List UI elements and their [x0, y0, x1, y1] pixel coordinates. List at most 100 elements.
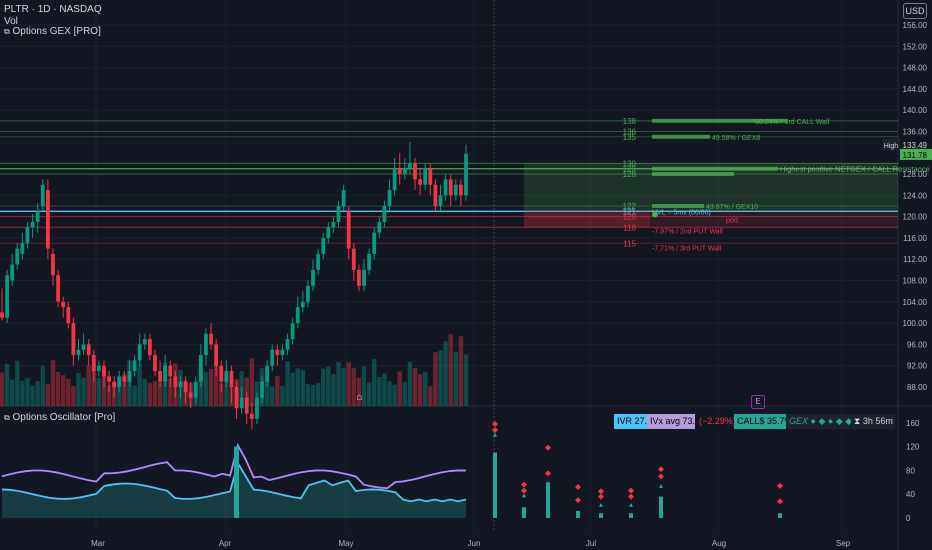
- time-tick-label: Jun: [468, 539, 481, 548]
- candle: [459, 184, 463, 196]
- volume-bar: [448, 334, 453, 406]
- volume-bar: [443, 341, 448, 406]
- candle: [219, 365, 224, 382]
- candle: [30, 221, 35, 228]
- hvl-dot: [652, 211, 658, 218]
- time-tick-label: Sep: [836, 539, 851, 548]
- candle: [127, 371, 132, 382]
- last-price-tag: [900, 148, 932, 160]
- volume-bar: [127, 360, 132, 406]
- time-tick-label: Jul: [586, 539, 596, 548]
- candle: [321, 237, 326, 254]
- forecast-diamond: [628, 493, 634, 500]
- candle: [86, 344, 91, 356]
- dividend-marker-icon[interactable]: ⌂: [356, 392, 363, 403]
- candle: [15, 248, 20, 265]
- volume-bar: [213, 361, 219, 406]
- candle: [397, 168, 402, 175]
- forecast-diamond: [545, 444, 551, 451]
- oscillator-spike: [234, 446, 239, 518]
- indicator-eye-icon: ⧉: [4, 413, 10, 422]
- countdown-pill: ⧗ 3h 56m: [851, 414, 895, 429]
- forecast-diamond: [777, 498, 783, 505]
- time-tick-label: Apr: [219, 539, 232, 548]
- price-tick-label: 96.00: [907, 340, 928, 349]
- volume-bar: [173, 363, 178, 406]
- candle: [35, 211, 40, 222]
- forecast-diamond: [598, 488, 604, 495]
- gex-strike-label: 120: [623, 213, 637, 222]
- gex-level-label: HVL ○ 5mx (06/06): [652, 209, 711, 216]
- time-tick-label: May: [338, 539, 353, 548]
- price-tick-label: 112.00: [903, 255, 927, 264]
- candle: [5, 275, 9, 318]
- candle: [234, 387, 239, 409]
- price-tick-label: 116.00: [903, 234, 927, 243]
- gex-indicator-legend[interactable]: ⧉ Options GEX [PRO]: [4, 26, 101, 37]
- earnings-marker[interactable]: E: [751, 395, 765, 409]
- volume-bar: [25, 378, 30, 406]
- forecast-diamond: [777, 482, 783, 489]
- candle: [10, 264, 15, 281]
- volume-bar: [137, 363, 142, 406]
- high-label: High: [884, 143, 899, 150]
- currency-button[interactable]: USD: [903, 3, 927, 19]
- symbol-legend[interactable]: PLTR · 1D · NASDAQ: [4, 4, 102, 15]
- candle: [413, 163, 417, 180]
- candle: [147, 339, 152, 356]
- price-tick-label: 100.00: [903, 319, 928, 328]
- candle: [275, 349, 280, 356]
- volume-bar: [417, 373, 423, 406]
- forecast-bar: [522, 507, 526, 518]
- candle: [265, 365, 270, 382]
- volume-bar: [382, 373, 387, 406]
- volume-bar: [402, 382, 408, 406]
- volume-bar: [20, 380, 25, 406]
- put-zone: [524, 211, 650, 228]
- candle: [418, 179, 423, 185]
- forecast-bar: [493, 452, 497, 518]
- forecast-diamond: [492, 420, 498, 427]
- gex-dot-icon: ● ◆ ● ◆ ◆: [810, 416, 853, 426]
- candle: [178, 381, 183, 387]
- volume-bar: [315, 382, 321, 406]
- vol-legend[interactable]: Vol: [4, 16, 18, 27]
- volume-bar: [285, 361, 290, 406]
- volume-bar: [106, 385, 112, 406]
- price-tick-label: 128.00: [903, 170, 928, 179]
- volume-bar: [264, 379, 270, 406]
- candle: [392, 168, 397, 191]
- volume-bar: [310, 384, 316, 406]
- volume-bar: [147, 382, 153, 406]
- volume-bar: [239, 371, 244, 406]
- gex-strike-label: 121: [623, 207, 637, 216]
- volume-bar: [234, 379, 239, 406]
- candle: [224, 371, 229, 382]
- volume-bar: [412, 368, 418, 406]
- volume-bar: [111, 382, 117, 406]
- candle: [117, 376, 122, 387]
- forecast-diamond: [545, 470, 551, 477]
- price-tick-label: 108.00: [903, 277, 928, 286]
- ivx-avg-pill: IVx avg 73.5: [647, 414, 700, 429]
- time-tick-label: Aug: [712, 539, 726, 548]
- volume-bar: [50, 360, 56, 406]
- candle: [158, 371, 162, 382]
- volume-bar: [178, 369, 183, 406]
- volume-bar: [96, 378, 102, 406]
- candle: [346, 211, 351, 249]
- hourglass-icon: ⧗: [854, 416, 861, 426]
- volume-bar: [91, 363, 96, 406]
- volume-bar: [168, 378, 173, 406]
- candle: [377, 221, 382, 233]
- candle: [209, 333, 213, 345]
- candle: [428, 168, 433, 185]
- volume-bar: [433, 352, 438, 406]
- gex-strike-label: 118: [623, 223, 636, 232]
- volume-bar: [254, 381, 260, 406]
- candle: [285, 339, 290, 350]
- oscillator-legend[interactable]: ⧉ Options Oscillator [Pro]: [4, 412, 115, 423]
- candle: [402, 168, 407, 175]
- candle: [255, 397, 259, 419]
